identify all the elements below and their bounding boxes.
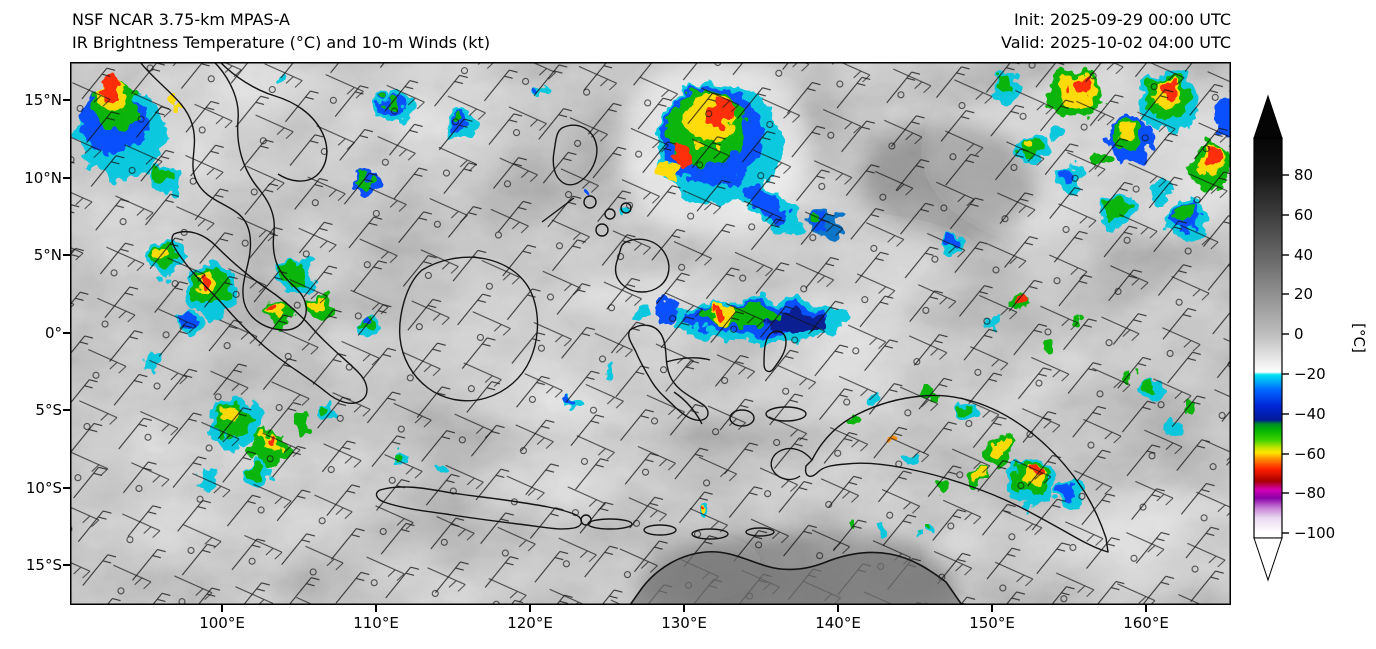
time-block: Init: 2025-09-29 00:00 UTC Valid: 2025-1… xyxy=(1001,8,1231,54)
axis-tick xyxy=(991,605,993,612)
cbar-tick-m100: −100 xyxy=(1294,524,1335,542)
model-title: NSF NCAR 3.75-km MPAS-A xyxy=(72,10,290,29)
ytick-5n: 5°N xyxy=(33,246,62,264)
axis-tick xyxy=(63,99,70,101)
axis-tick xyxy=(1145,605,1147,612)
colorbar: 80 60 40 20 0 −20 −40 −60 −80 −100 [°C] xyxy=(1246,90,1371,604)
colorbar-canvas: 80 60 40 20 0 −20 −40 −60 −80 −100 [°C] xyxy=(1253,94,1368,582)
xtick-100e: 100°E xyxy=(199,614,245,632)
australia-coast xyxy=(629,550,963,605)
cbar-tick-m20: −20 xyxy=(1294,365,1326,383)
ir-map-plot xyxy=(70,62,1231,605)
xtick-140e: 140°E xyxy=(815,614,861,632)
cbar-tick-60: 60 xyxy=(1294,206,1313,224)
axis-tick xyxy=(63,564,70,566)
cbar-tick-m60: −60 xyxy=(1294,445,1326,463)
axis-tick xyxy=(683,605,685,612)
cbar-tick-m40: −40 xyxy=(1294,405,1326,423)
cbar-tick-m80: −80 xyxy=(1294,484,1326,502)
colorbar-ticks xyxy=(1282,174,1289,534)
init-time: Init: 2025-09-29 00:00 UTC xyxy=(1013,10,1231,29)
cbar-tick-40: 40 xyxy=(1294,246,1313,264)
colorbar-tick-labels: 80 60 40 20 0 −20 −40 −60 −80 −100 xyxy=(1294,166,1335,542)
ytick-5s: 5°S xyxy=(35,401,62,419)
axis-tick xyxy=(63,254,70,256)
axis-tick xyxy=(837,605,839,612)
axis-tick xyxy=(529,605,531,612)
axis-tick xyxy=(63,487,70,489)
xtick-120e: 120°E xyxy=(507,614,553,632)
valid-time: Valid: 2025-10-02 04:00 UTC xyxy=(1000,33,1231,52)
ytick-15s: 15°S xyxy=(25,556,62,574)
colorbar-unit-label: [°C] xyxy=(1350,323,1368,353)
title-block: NSF NCAR 3.75-km MPAS-A IR Brightness Te… xyxy=(72,8,490,54)
product-title: IR Brightness Temperature (°C) and 10-m … xyxy=(72,33,491,52)
cbar-tick-0: 0 xyxy=(1294,325,1304,343)
ytick-0: 0° xyxy=(44,324,62,342)
colorbar-gradient xyxy=(1253,137,1283,539)
axis-tick xyxy=(63,332,70,334)
xtick-110e: 110°E xyxy=(353,614,399,632)
cbar-tick-20: 20 xyxy=(1294,285,1313,303)
xtick-130e: 130°E xyxy=(661,614,707,632)
ytick-10n: 10°N xyxy=(24,169,62,187)
colorbar-top-arrow xyxy=(1253,94,1283,139)
coastlines xyxy=(139,62,1109,553)
xtick-150e: 150°E xyxy=(969,614,1015,632)
plot-border xyxy=(70,62,1231,605)
colorbar-bottom-arrow xyxy=(1253,537,1283,582)
axis-tick xyxy=(63,409,70,411)
axis-tick xyxy=(63,177,70,179)
ytick-10s: 10°S xyxy=(25,479,62,497)
axis-tick xyxy=(375,605,377,612)
cbar-tick-80: 80 xyxy=(1294,166,1313,184)
xtick-160e: 160°E xyxy=(1123,614,1169,632)
ir-map-canvas xyxy=(70,62,1231,605)
axis-tick xyxy=(221,605,223,612)
wind-barbs-layer-2 xyxy=(70,62,1231,605)
ytick-15n: 15°N xyxy=(24,91,62,109)
